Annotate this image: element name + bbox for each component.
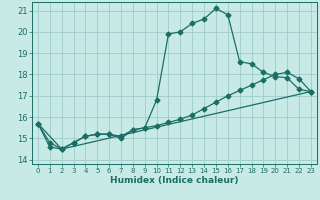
X-axis label: Humidex (Indice chaleur): Humidex (Indice chaleur) — [110, 176, 239, 185]
